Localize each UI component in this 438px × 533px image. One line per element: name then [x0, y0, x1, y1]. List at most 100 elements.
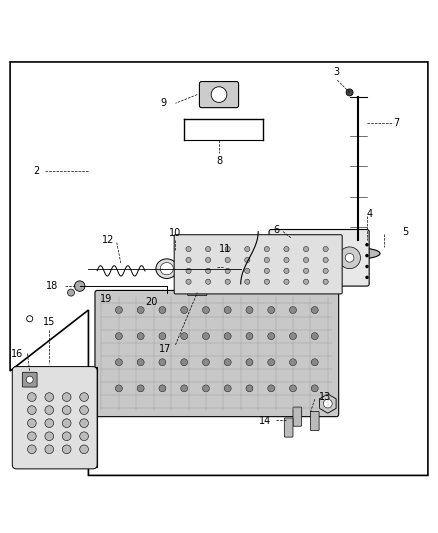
Text: 17: 17 — [159, 344, 171, 354]
Circle shape — [264, 257, 269, 263]
Circle shape — [323, 399, 332, 408]
Circle shape — [284, 268, 289, 273]
Circle shape — [323, 246, 328, 252]
Circle shape — [28, 432, 36, 441]
Circle shape — [365, 243, 369, 246]
Circle shape — [205, 246, 211, 252]
FancyBboxPatch shape — [12, 367, 97, 469]
Circle shape — [245, 279, 250, 284]
Circle shape — [323, 257, 328, 263]
Circle shape — [284, 246, 289, 252]
Text: 14: 14 — [259, 416, 271, 426]
Text: 8: 8 — [216, 156, 222, 166]
Text: 10: 10 — [170, 228, 182, 238]
Circle shape — [74, 281, 85, 292]
Circle shape — [246, 306, 253, 313]
Circle shape — [80, 406, 88, 415]
Circle shape — [116, 385, 122, 392]
Text: 4: 4 — [367, 209, 373, 219]
Ellipse shape — [204, 261, 217, 272]
Circle shape — [304, 268, 309, 273]
Circle shape — [224, 385, 231, 392]
FancyBboxPatch shape — [269, 230, 369, 286]
Circle shape — [323, 268, 328, 273]
Circle shape — [289, 254, 297, 262]
Circle shape — [268, 359, 275, 366]
Circle shape — [304, 246, 309, 252]
Circle shape — [186, 279, 191, 284]
Circle shape — [264, 246, 269, 252]
Circle shape — [28, 445, 36, 454]
Text: 9: 9 — [161, 98, 167, 108]
Ellipse shape — [199, 257, 221, 276]
Circle shape — [80, 393, 88, 401]
Circle shape — [202, 359, 209, 366]
Polygon shape — [14, 367, 97, 467]
Circle shape — [246, 333, 253, 340]
Circle shape — [202, 333, 209, 340]
Circle shape — [181, 359, 187, 366]
Text: 11: 11 — [219, 244, 231, 254]
Circle shape — [26, 376, 33, 383]
Ellipse shape — [182, 261, 195, 273]
Text: 12: 12 — [102, 236, 115, 245]
Circle shape — [246, 385, 253, 392]
FancyBboxPatch shape — [22, 372, 37, 387]
Circle shape — [311, 333, 318, 340]
Circle shape — [290, 306, 297, 313]
Circle shape — [62, 445, 71, 454]
FancyBboxPatch shape — [95, 290, 339, 417]
Circle shape — [311, 359, 318, 366]
Circle shape — [225, 268, 230, 273]
Text: 19: 19 — [100, 294, 112, 304]
Circle shape — [225, 257, 230, 263]
Text: 6: 6 — [274, 224, 280, 235]
Circle shape — [202, 306, 209, 313]
Circle shape — [311, 306, 318, 313]
Circle shape — [137, 359, 144, 366]
Circle shape — [45, 432, 53, 441]
Circle shape — [290, 237, 297, 244]
Circle shape — [67, 289, 74, 296]
Circle shape — [186, 246, 191, 252]
Circle shape — [137, 306, 144, 313]
Text: 2: 2 — [33, 166, 39, 176]
Circle shape — [313, 247, 334, 269]
Circle shape — [290, 385, 297, 392]
Circle shape — [323, 279, 328, 284]
Circle shape — [28, 419, 36, 427]
Ellipse shape — [336, 248, 380, 259]
FancyBboxPatch shape — [199, 82, 239, 108]
Circle shape — [80, 445, 88, 454]
Circle shape — [211, 87, 227, 102]
Circle shape — [137, 385, 144, 392]
Text: 13: 13 — [319, 392, 332, 402]
Circle shape — [246, 359, 253, 366]
Circle shape — [62, 419, 71, 427]
Circle shape — [186, 257, 191, 263]
Circle shape — [268, 306, 275, 313]
Circle shape — [62, 406, 71, 415]
Circle shape — [290, 333, 297, 340]
Circle shape — [202, 385, 209, 392]
Circle shape — [304, 257, 309, 263]
Circle shape — [225, 279, 230, 284]
Circle shape — [45, 393, 53, 401]
Circle shape — [224, 306, 231, 313]
Circle shape — [290, 359, 297, 366]
Circle shape — [304, 279, 309, 284]
Circle shape — [159, 306, 166, 313]
Ellipse shape — [178, 257, 199, 277]
Circle shape — [245, 268, 250, 273]
Circle shape — [80, 432, 88, 441]
Circle shape — [181, 385, 187, 392]
Circle shape — [116, 359, 122, 366]
Circle shape — [205, 279, 211, 284]
Circle shape — [45, 445, 53, 454]
Circle shape — [345, 254, 354, 262]
Text: 3: 3 — [333, 67, 339, 77]
Text: 15: 15 — [43, 318, 56, 327]
FancyBboxPatch shape — [293, 407, 302, 426]
Ellipse shape — [156, 259, 178, 278]
Circle shape — [62, 393, 71, 401]
